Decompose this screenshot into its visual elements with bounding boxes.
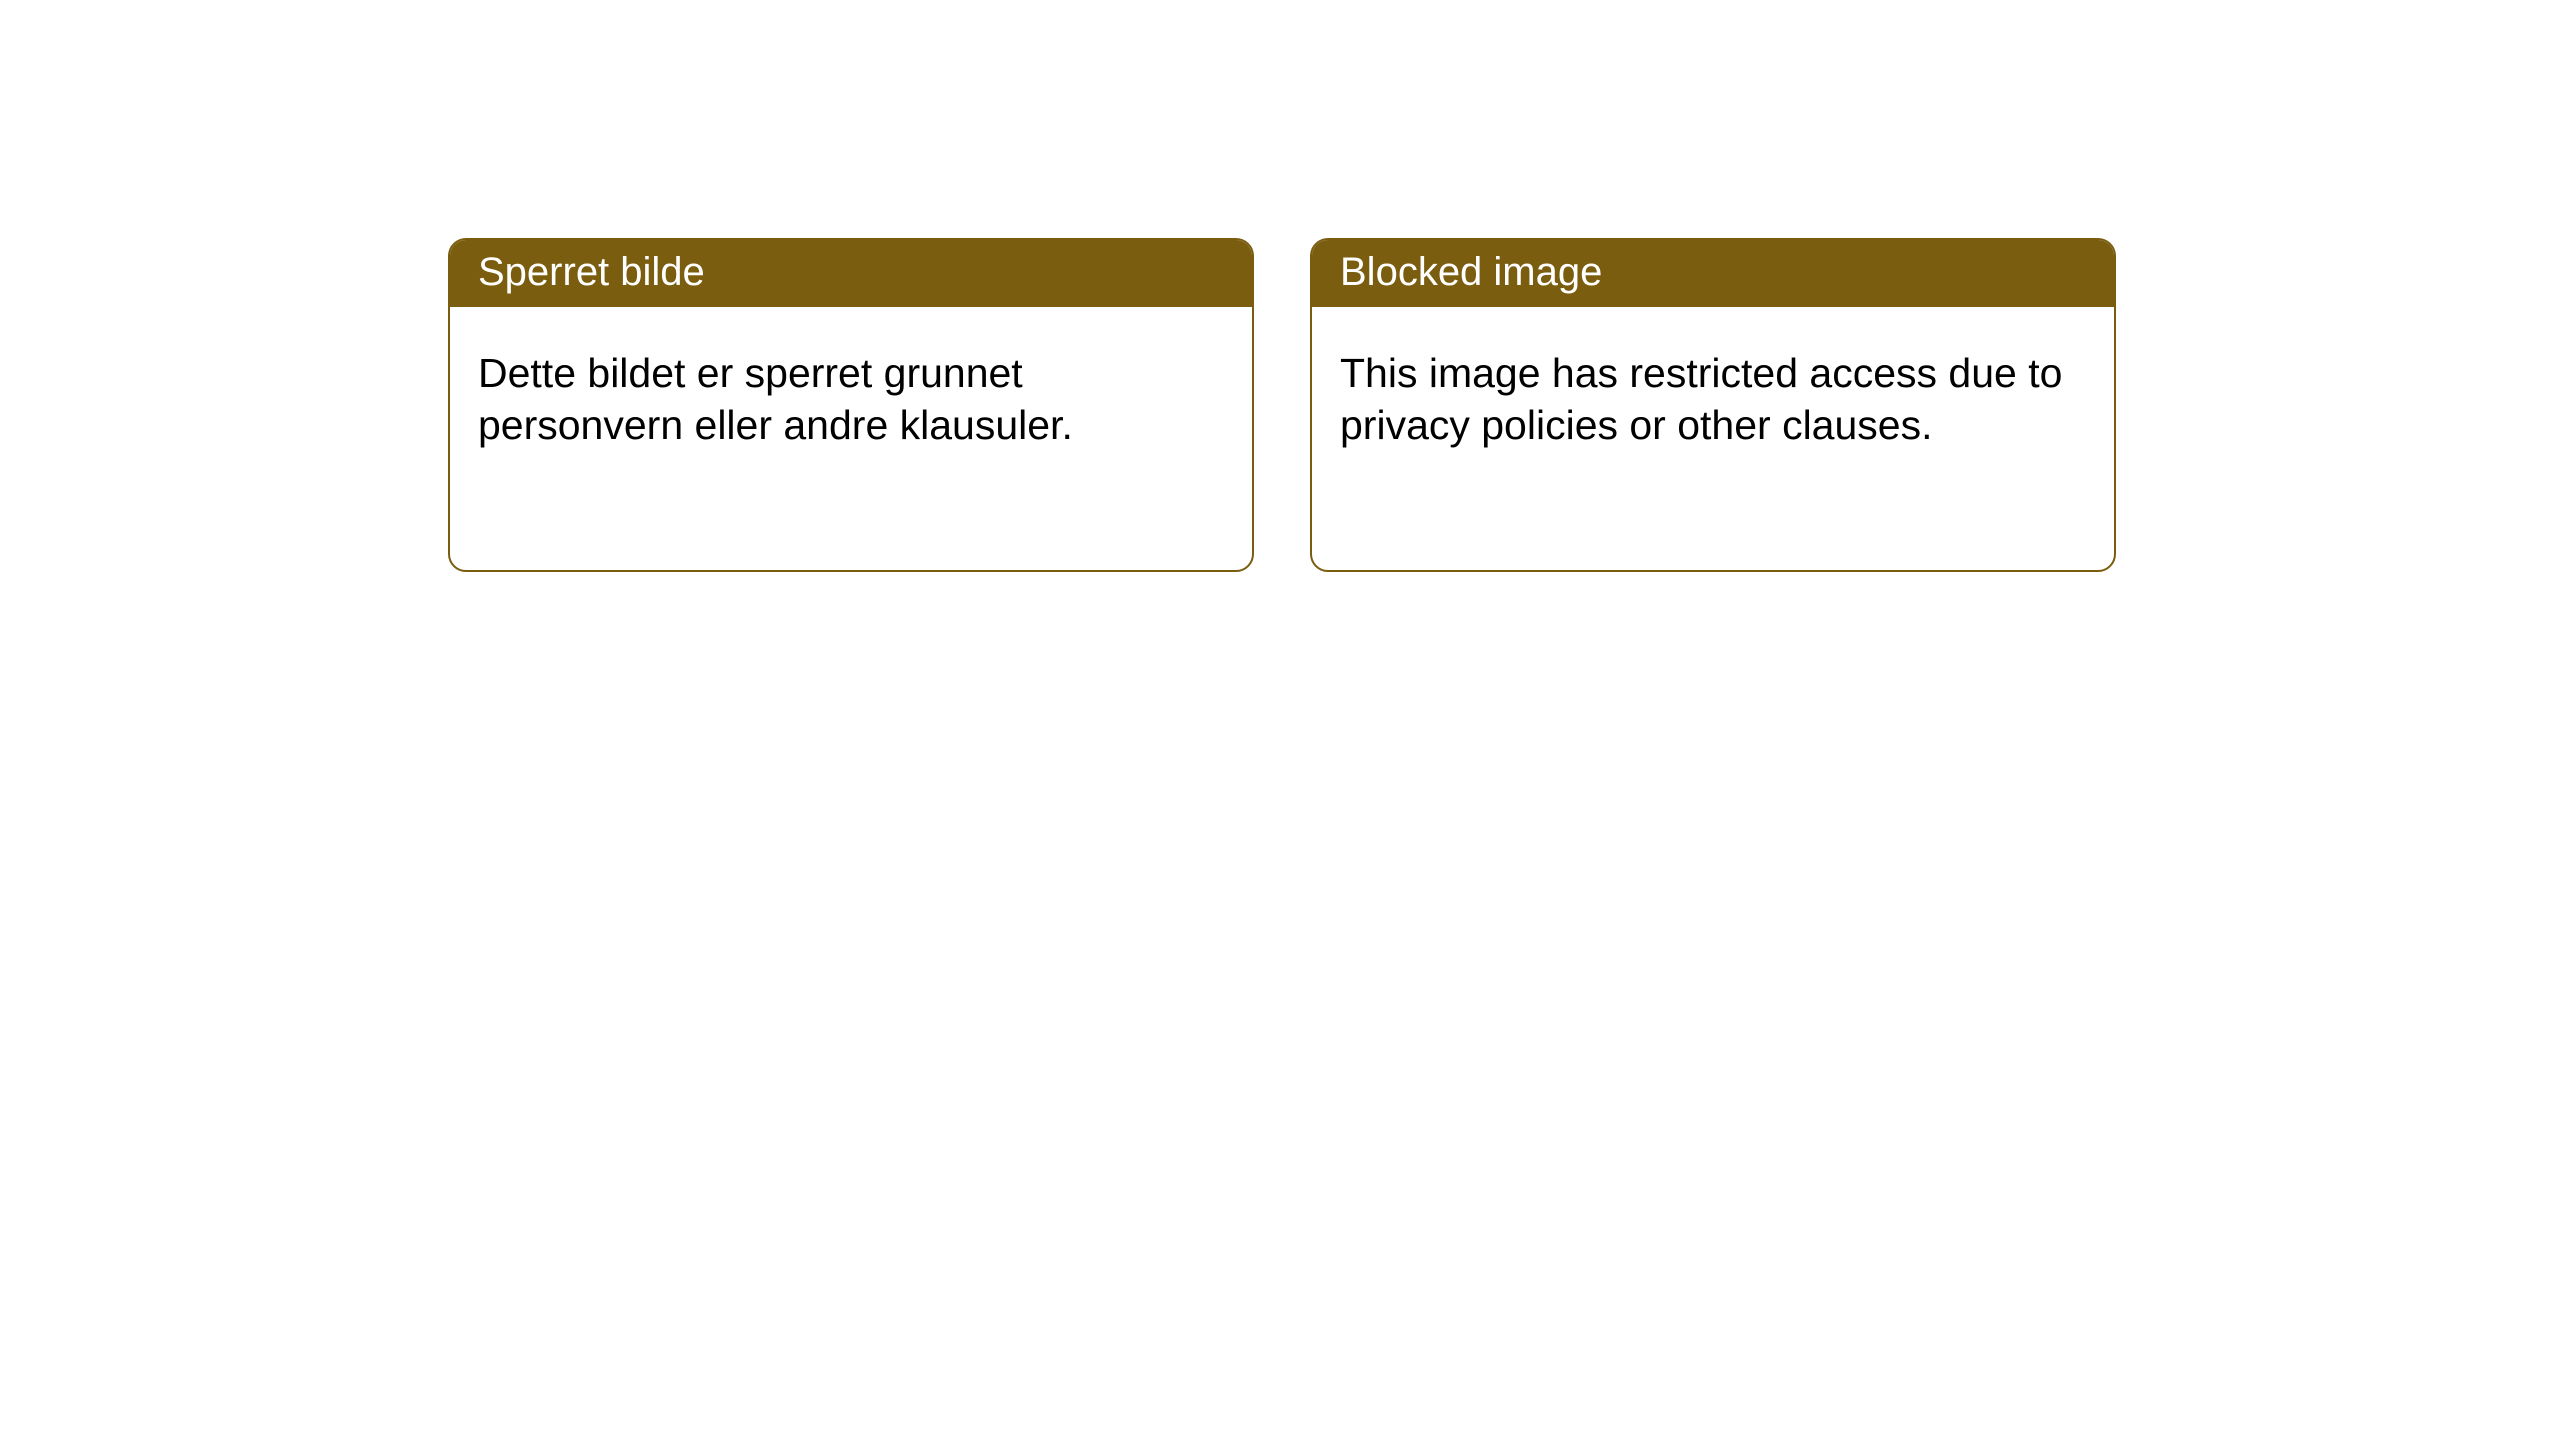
blocked-image-card-no: Sperret bilde Dette bildet er sperret gr… — [448, 238, 1254, 572]
card-header-en: Blocked image — [1312, 240, 2114, 307]
card-body-no: Dette bildet er sperret grunnet personve… — [450, 307, 1252, 480]
cards-container: Sperret bilde Dette bildet er sperret gr… — [0, 0, 2560, 572]
blocked-image-card-en: Blocked image This image has restricted … — [1310, 238, 2116, 572]
card-body-en: This image has restricted access due to … — [1312, 307, 2114, 480]
card-header-no: Sperret bilde — [450, 240, 1252, 307]
